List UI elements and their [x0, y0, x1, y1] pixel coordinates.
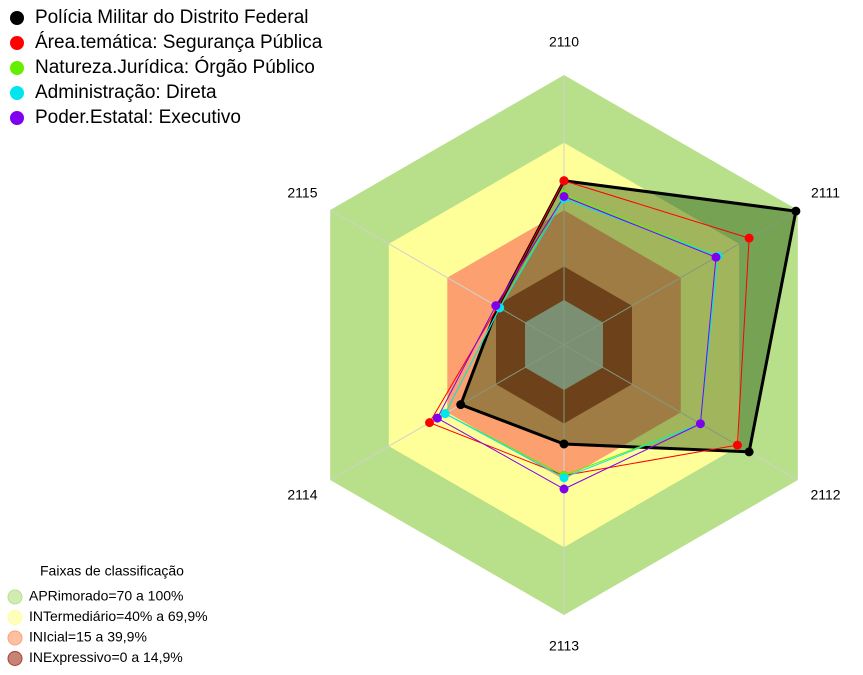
spoke: [563, 344, 799, 481]
point: [491, 301, 501, 311]
point: [425, 418, 435, 428]
point: [559, 439, 569, 449]
legend-marker: [10, 61, 24, 75]
legend-label: Poder.Estatal: Executivo: [35, 107, 241, 128]
band-legend-marker: [7, 610, 23, 625]
point: [559, 484, 569, 494]
legend-label: Polícia Militar do Distrito Federal: [35, 7, 308, 28]
band-legend-marker: [7, 630, 23, 646]
point: [711, 252, 721, 262]
axis-label: 2115: [287, 185, 317, 201]
point: [440, 409, 450, 419]
axis-label: 2113: [549, 638, 579, 654]
point: [732, 440, 742, 450]
point: [744, 233, 754, 243]
legend-marker: [10, 36, 24, 50]
axis-label: 2110: [549, 34, 579, 50]
point: [744, 447, 754, 457]
legend-label: Administração: Direta: [35, 82, 217, 103]
band-legend-label: INIcial=15 a 39,9%: [29, 629, 147, 645]
legend-marker: [10, 11, 24, 25]
point: [456, 400, 466, 410]
band-legend-marker: [7, 589, 23, 605]
legend-label: Natureza.Jurídica: Órgão Público: [35, 56, 315, 78]
point: [559, 473, 569, 483]
spoke: [329, 209, 565, 346]
band-legend-label: INTermediário=40% a 69,9%: [29, 608, 208, 624]
point: [432, 413, 442, 423]
legend-label: Área.temática: Segurança Pública: [35, 32, 323, 53]
legend-marker: [10, 111, 24, 125]
point: [695, 419, 705, 429]
legend-marker: [10, 86, 24, 100]
axis-label: 2112: [810, 487, 840, 503]
band-legend-label: INExpressivo=0 a 14,9%: [29, 649, 183, 665]
axis-label: 2111: [811, 185, 840, 201]
bands-title: Faixas de classificação: [40, 563, 184, 579]
axis-label: 2114: [287, 487, 317, 503]
point: [559, 192, 569, 201]
point: [791, 206, 801, 216]
band-legend-label: APRimorado=70 a 100%: [29, 588, 184, 604]
point: [559, 176, 569, 186]
spoke: [563, 209, 799, 346]
band-legend-marker: [7, 651, 23, 666]
